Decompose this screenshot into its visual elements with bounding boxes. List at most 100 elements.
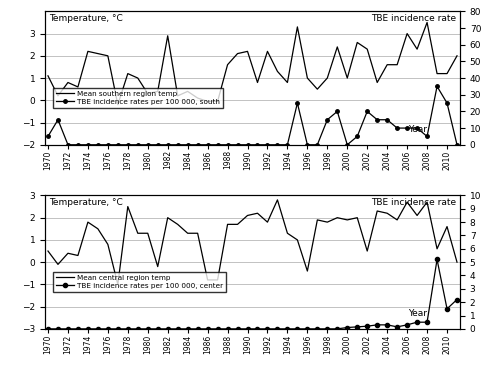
- TBE incidence rates per 100 000, center: [364, 324, 370, 328]
- TBE incidence rates per 100 000, south: [224, 143, 230, 147]
- TBE incidence rates per 100 000, south: [105, 143, 111, 147]
- TBE incidence rates per 100 000, south: [324, 118, 330, 122]
- Mean central region temp: [214, 278, 220, 282]
- Mean central region temp: [204, 278, 210, 282]
- TBE incidence rates per 100 000, center: [314, 327, 320, 331]
- TBE incidence rates per 100 000, center: [254, 327, 260, 331]
- TBE incidence rates per 100 000, south: [75, 143, 81, 147]
- Legend: Mean southern region temp, TBE incidence rates per 100 000, south: Mean southern region temp, TBE incidence…: [53, 88, 223, 108]
- Mean southern region temp: [344, 76, 350, 80]
- Mean central region temp: [45, 249, 51, 253]
- TBE incidence rates per 100 000, south: [364, 109, 370, 114]
- TBE incidence rates per 100 000, south: [145, 143, 151, 147]
- Mean central region temp: [344, 218, 350, 222]
- Mean southern region temp: [324, 76, 330, 80]
- Mean central region temp: [404, 200, 410, 204]
- TBE incidence rates per 100 000, south: [204, 143, 210, 147]
- TBE incidence rates per 100 000, center: [234, 327, 240, 331]
- TBE incidence rates per 100 000, center: [224, 327, 230, 331]
- Mean central region temp: [334, 215, 340, 220]
- TBE incidence rates per 100 000, south: [135, 143, 141, 147]
- Text: TBE incidence rate: TBE incidence rate: [370, 14, 456, 23]
- TBE incidence rates per 100 000, center: [324, 327, 330, 331]
- Mean central region temp: [184, 231, 190, 235]
- Mean southern region temp: [364, 47, 370, 51]
- Mean central region temp: [154, 264, 160, 269]
- Mean southern region temp: [204, 99, 210, 104]
- Mean central region temp: [105, 242, 111, 246]
- TBE incidence rates per 100 000, center: [374, 322, 380, 327]
- TBE incidence rates per 100 000, south: [125, 143, 131, 147]
- Mean southern region temp: [45, 74, 51, 78]
- Mean central region temp: [115, 282, 121, 287]
- Text: Year: Year: [408, 125, 427, 134]
- Mean central region temp: [234, 222, 240, 227]
- Mean central region temp: [264, 220, 270, 225]
- TBE incidence rates per 100 000, center: [194, 327, 200, 331]
- Mean central region temp: [424, 200, 430, 204]
- TBE incidence rates per 100 000, south: [434, 84, 440, 89]
- TBE incidence rates per 100 000, center: [444, 307, 450, 311]
- Mean southern region temp: [85, 49, 91, 54]
- TBE incidence rates per 100 000, south: [274, 143, 280, 147]
- TBE incidence rates per 100 000, south: [174, 143, 180, 147]
- Mean central region temp: [444, 224, 450, 229]
- Mean southern region temp: [115, 102, 121, 107]
- Mean central region temp: [284, 231, 290, 235]
- Mean central region temp: [324, 220, 330, 225]
- Mean southern region temp: [454, 54, 460, 58]
- Mean central region temp: [274, 198, 280, 202]
- Mean southern region temp: [264, 49, 270, 54]
- Mean southern region temp: [95, 51, 101, 56]
- Mean southern region temp: [174, 94, 180, 98]
- Mean central region temp: [125, 204, 131, 209]
- Legend: Mean central region temp, TBE incidence rates per 100 000, center: Mean central region temp, TBE incidence …: [53, 272, 227, 292]
- TBE incidence rates per 100 000, center: [75, 327, 81, 331]
- Mean central region temp: [135, 231, 141, 235]
- Mean southern region temp: [424, 20, 430, 25]
- TBE incidence rates per 100 000, center: [384, 322, 390, 327]
- Mean southern region temp: [65, 80, 71, 85]
- TBE incidence rates per 100 000, center: [95, 327, 101, 331]
- Mean southern region temp: [294, 25, 300, 29]
- TBE incidence rates per 100 000, center: [424, 320, 430, 324]
- Mean southern region temp: [55, 94, 61, 98]
- TBE incidence rates per 100 000, south: [374, 118, 380, 122]
- Line: TBE incidence rates per 100 000, center: TBE incidence rates per 100 000, center: [46, 257, 459, 331]
- Mean central region temp: [364, 249, 370, 253]
- TBE incidence rates per 100 000, center: [65, 327, 71, 331]
- TBE incidence rates per 100 000, center: [115, 327, 121, 331]
- Mean southern region temp: [274, 69, 280, 74]
- TBE incidence rates per 100 000, center: [274, 327, 280, 331]
- TBE incidence rates per 100 000, center: [454, 297, 460, 302]
- TBE incidence rates per 100 000, south: [334, 109, 340, 114]
- Mean central region temp: [145, 231, 151, 235]
- Mean southern region temp: [184, 89, 190, 94]
- TBE incidence rates per 100 000, south: [65, 143, 71, 147]
- TBE incidence rates per 100 000, center: [174, 327, 180, 331]
- Mean southern region temp: [304, 76, 310, 80]
- TBE incidence rates per 100 000, center: [414, 320, 420, 324]
- Mean southern region temp: [224, 62, 230, 67]
- Mean central region temp: [174, 222, 180, 227]
- TBE incidence rates per 100 000, south: [444, 101, 450, 105]
- TBE incidence rates per 100 000, center: [164, 327, 170, 331]
- Mean central region temp: [354, 215, 360, 220]
- Text: Year: Year: [408, 309, 427, 318]
- Mean central region temp: [314, 218, 320, 222]
- Mean southern region temp: [154, 89, 160, 94]
- TBE incidence rates per 100 000, south: [234, 143, 240, 147]
- TBE incidence rates per 100 000, south: [164, 143, 170, 147]
- Mean central region temp: [294, 238, 300, 242]
- Mean central region temp: [75, 253, 81, 258]
- Mean southern region temp: [374, 80, 380, 85]
- Mean central region temp: [414, 213, 420, 218]
- TBE incidence rates per 100 000, center: [394, 325, 400, 329]
- TBE incidence rates per 100 000, south: [244, 143, 250, 147]
- Mean southern region temp: [244, 49, 250, 54]
- Mean southern region temp: [145, 91, 151, 96]
- Line: Mean central region temp: Mean central region temp: [48, 200, 457, 284]
- TBE incidence rates per 100 000, center: [354, 325, 360, 329]
- TBE incidence rates per 100 000, center: [184, 327, 190, 331]
- Mean central region temp: [85, 220, 91, 225]
